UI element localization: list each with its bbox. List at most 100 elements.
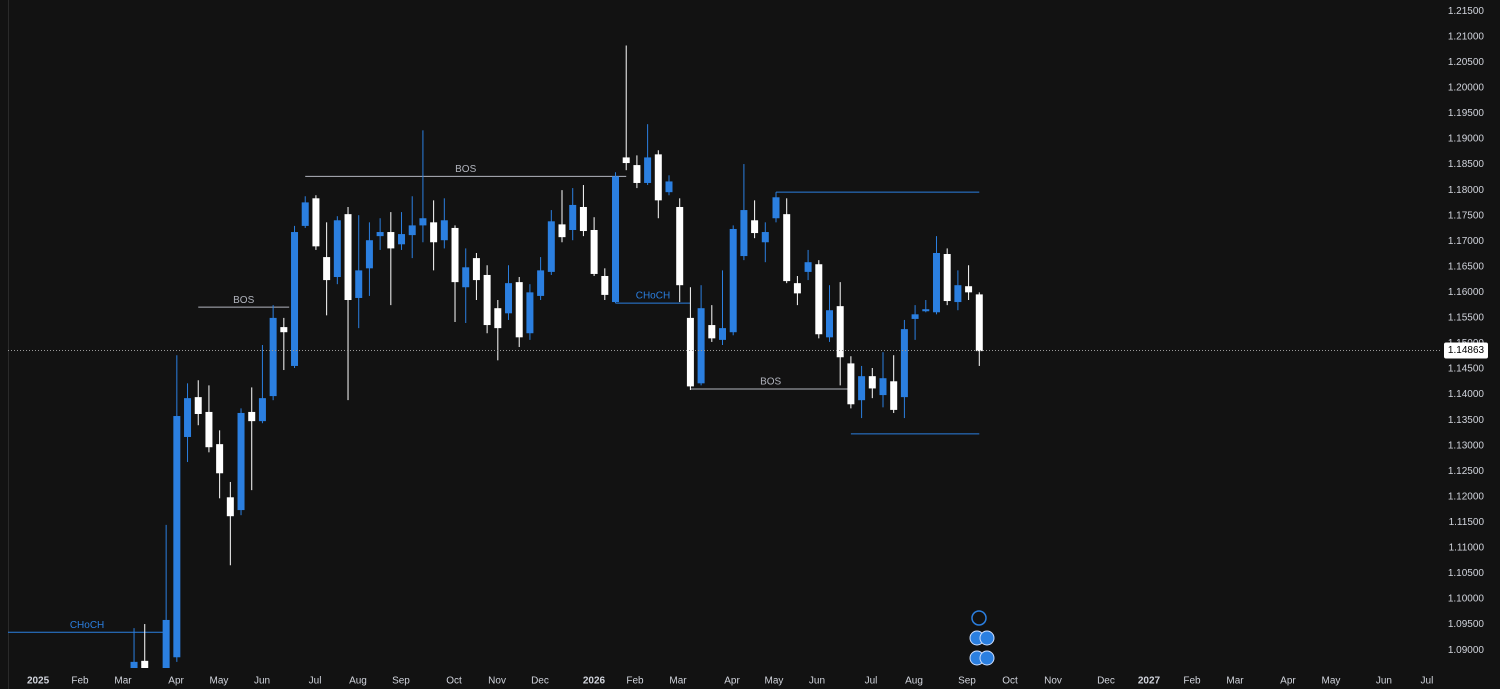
x-tick-label: Jul xyxy=(309,676,322,687)
candle-body xyxy=(280,327,288,333)
x-tick-label: Feb xyxy=(1183,676,1201,687)
candle-body xyxy=(216,444,224,474)
x-tick-label: Mar xyxy=(114,676,132,687)
candle-body xyxy=(376,232,384,237)
candle-body xyxy=(323,257,331,281)
candle-body xyxy=(825,310,833,338)
x-tick-label: 2025 xyxy=(27,676,50,687)
candle-body xyxy=(740,210,748,257)
candle-body xyxy=(590,229,598,274)
x-tick-label: Nov xyxy=(488,676,506,687)
candle-body xyxy=(333,220,341,278)
y-tick-label: 1.11000 xyxy=(1449,543,1485,554)
candle-body xyxy=(975,294,983,352)
level-label: BOS xyxy=(455,164,476,175)
x-tick-label: Apr xyxy=(724,676,740,687)
x-tick-label: Jul xyxy=(1421,676,1434,687)
candle-body xyxy=(644,157,652,183)
candle-body xyxy=(205,411,213,448)
toolbar-icons[interactable] xyxy=(969,610,995,666)
candle-body xyxy=(130,661,138,668)
y-tick-label: 1.18500 xyxy=(1448,159,1485,170)
candle-body xyxy=(430,222,438,243)
candle-body xyxy=(719,328,727,340)
x-tick-label: Mar xyxy=(1226,676,1244,687)
x-tick-label: Apr xyxy=(1280,676,1296,687)
icon[interactable] xyxy=(971,610,987,626)
y-tick-label: 1.20000 xyxy=(1448,83,1485,94)
candle-body xyxy=(858,376,866,401)
candle-body xyxy=(836,306,844,358)
candle-body xyxy=(965,286,973,293)
x-tick-label: May xyxy=(1322,676,1341,687)
candle-body xyxy=(291,232,299,366)
x-tick-label: Aug xyxy=(905,676,923,687)
y-tick-label: 1.20500 xyxy=(1448,57,1485,68)
y-tick-label: 1.17500 xyxy=(1448,210,1485,221)
x-tick-label: Jun xyxy=(1376,676,1392,687)
candle-body xyxy=(537,270,545,296)
x-tick-label: May xyxy=(765,676,784,687)
level-label: BOS xyxy=(233,295,254,306)
candle-body xyxy=(772,197,780,219)
candle-body xyxy=(622,157,630,164)
last-price-box xyxy=(1444,342,1488,359)
x-tick-label: Sep xyxy=(392,676,410,687)
y-tick-label: 1.12000 xyxy=(1448,491,1485,502)
candle-body xyxy=(451,227,459,283)
candle-body xyxy=(676,206,684,286)
level-label: CHoCH xyxy=(70,620,104,631)
candle-body xyxy=(751,220,759,234)
candle-body xyxy=(665,181,673,193)
candle-body xyxy=(847,363,855,405)
y-tick-label: 1.09000 xyxy=(1448,645,1485,656)
candle-body xyxy=(761,232,769,243)
y-tick-label: 1.10500 xyxy=(1448,568,1485,579)
icon[interactable] xyxy=(979,630,995,646)
candle-body xyxy=(483,274,491,326)
candle-body xyxy=(922,309,930,312)
x-tick-label: Dec xyxy=(1097,676,1115,687)
candle-body xyxy=(911,314,919,319)
candle-body xyxy=(526,292,534,334)
candle-body xyxy=(697,308,705,384)
candle-body xyxy=(515,282,523,338)
candle-body xyxy=(355,270,363,298)
y-tick-label: 1.21000 xyxy=(1448,31,1485,42)
candle-body xyxy=(387,232,395,249)
candle-body xyxy=(708,325,716,339)
icon[interactable] xyxy=(979,650,995,666)
y-tick-label: 1.09500 xyxy=(1448,619,1485,630)
candle-body xyxy=(900,329,908,398)
x-tick-label: Nov xyxy=(1044,676,1062,687)
candle-body xyxy=(398,234,406,245)
candle-body xyxy=(547,221,555,272)
candle-body xyxy=(868,376,876,389)
candle-body xyxy=(729,228,737,333)
candle-body xyxy=(365,240,373,269)
candle-body xyxy=(269,317,277,397)
y-tick-label: 1.13500 xyxy=(1448,415,1485,426)
candle-body xyxy=(793,283,801,294)
candle-body xyxy=(686,317,694,387)
y-tick-label: 1.16000 xyxy=(1448,287,1485,298)
x-tick-label: Dec xyxy=(531,676,549,687)
y-tick-label: 1.13000 xyxy=(1448,440,1485,451)
y-tick-label: 1.14500 xyxy=(1448,364,1485,375)
y-tick-label: 1.15500 xyxy=(1448,313,1485,324)
x-tick-label: May xyxy=(210,676,229,687)
candle-body xyxy=(569,204,577,230)
candle-body xyxy=(932,252,940,313)
x-tick-label: Mar xyxy=(669,676,687,687)
candle-body xyxy=(579,206,587,232)
candle-body xyxy=(344,214,352,301)
y-tick-label: 1.19500 xyxy=(1448,108,1485,119)
x-tick-label: Jul xyxy=(865,676,878,687)
candle-body xyxy=(173,416,181,658)
candle-body xyxy=(954,285,962,303)
x-tick-label: 2027 xyxy=(1138,676,1161,687)
candle-body xyxy=(472,258,480,281)
candle-body xyxy=(783,214,791,282)
candle-body xyxy=(141,660,149,668)
x-tick-label: Jun xyxy=(809,676,825,687)
